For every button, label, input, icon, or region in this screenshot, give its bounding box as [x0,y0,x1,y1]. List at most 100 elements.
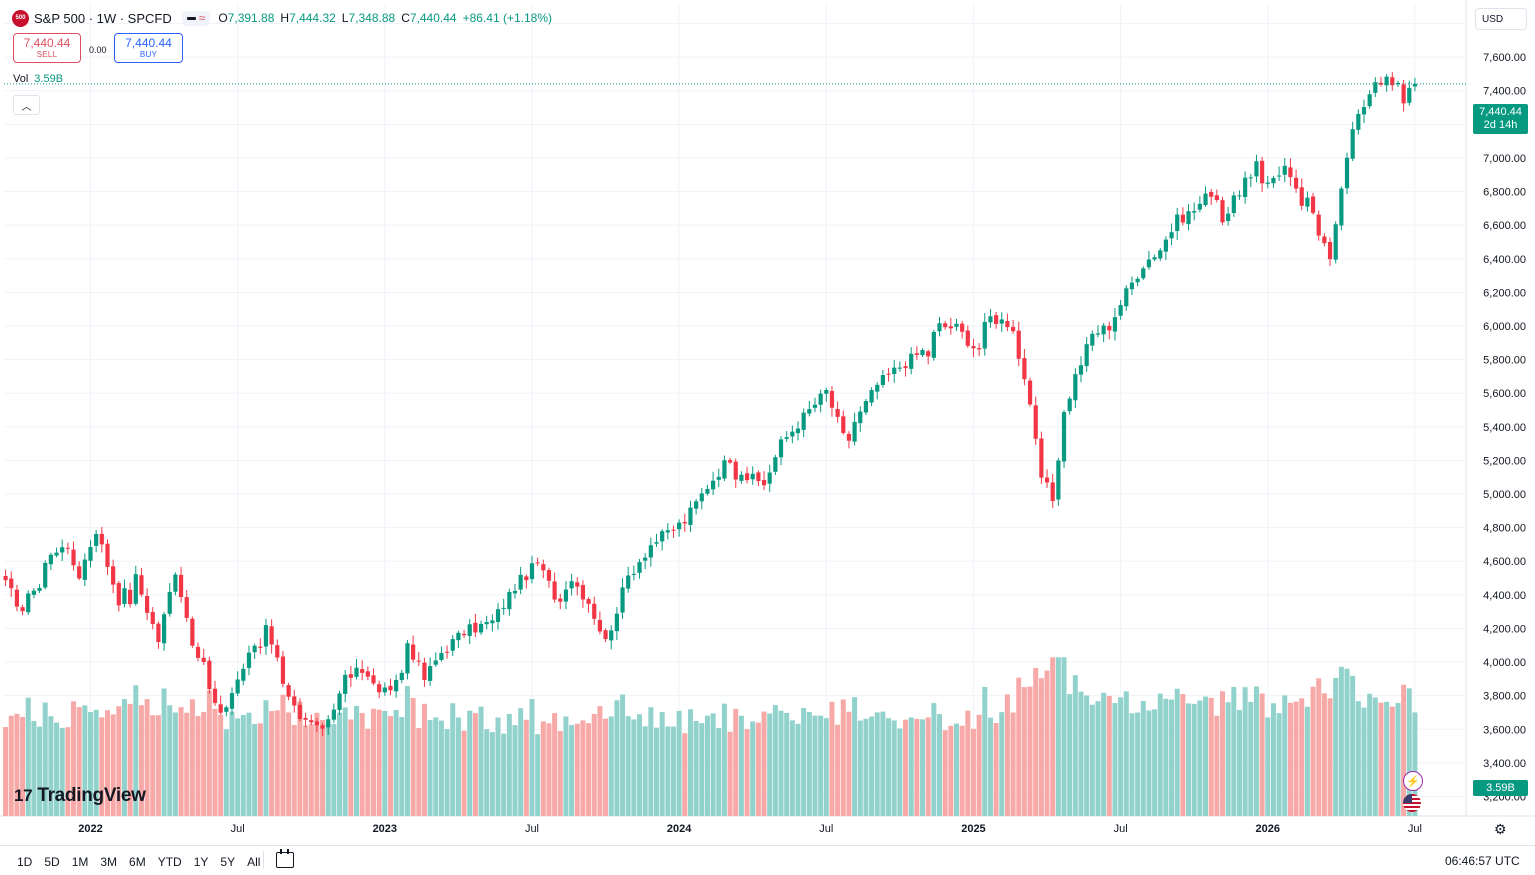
candle-body [473,622,478,633]
volume-bar [342,707,348,816]
volume-bar [223,729,229,816]
us-flag-icon[interactable] [1403,794,1421,812]
utc-clock[interactable]: 06:46:57 UTC [1445,854,1520,868]
volume-bar [1021,687,1027,816]
range-all[interactable]: All [247,855,261,869]
y-tick-label: 7,000.00 [1483,153,1526,165]
candle-body [1305,197,1310,207]
candle-body [1299,187,1304,206]
candle-body [914,353,919,355]
chart-header: 500 S&P 500 · 1W · SPCFD ≈ O7,391.88 H7,… [12,9,552,27]
candle-body [1067,398,1072,412]
volume-bar [1378,702,1384,816]
volume-bar [976,714,982,816]
candle-body [65,547,70,549]
candle-body [1344,157,1350,189]
candle-body [60,547,65,553]
range-3m[interactable]: 3M [100,855,118,869]
volume-bar [829,701,835,816]
volume-bar [1112,703,1118,816]
volume-bar [133,685,139,816]
volume-bar [116,706,122,816]
candle-body [626,575,631,589]
range-ytd[interactable]: YTD [157,855,182,869]
volume-bar [472,713,478,816]
volume-bar [755,722,761,816]
candle-body [331,709,336,720]
candle-body [507,591,512,610]
candle-body [682,521,687,524]
volume-bar [1203,696,1209,816]
buy-button[interactable]: 7,440.44 BUY [114,33,183,63]
volume-bar [484,729,490,816]
candle-body [903,366,908,369]
volume-bar [1333,677,1339,816]
sell-button[interactable]: 7,440.44 SELL [13,33,81,63]
volume-bar [852,697,858,816]
y-tick-label: 4,000.00 [1483,657,1526,669]
candle-body [1005,321,1010,328]
candle-body [150,611,155,625]
volume-bar [1163,698,1169,816]
volume-bar [625,716,631,816]
volume-bar [1248,701,1254,816]
market-status-pills[interactable]: ≈ [181,10,211,26]
volume-bar [738,715,744,816]
volume-bar [970,728,976,816]
candle-body [309,720,314,723]
volume-bar [506,713,512,816]
range-1m[interactable]: 1M [71,855,89,869]
candle-body [1231,195,1236,213]
range-5d[interactable]: 5D [44,855,60,869]
volume-bar [965,710,971,816]
price-chart[interactable]: 3,200.003,400.003,600.003,800.004,000.00… [0,0,1535,845]
volume-bar [1129,713,1135,816]
candle-body [1010,326,1016,332]
candle-body [790,431,795,437]
candle-body [812,404,818,408]
volume-bar [371,708,376,816]
candle-body [512,590,518,594]
candle-body [99,533,104,545]
candle-body [750,473,755,480]
lightning-event-icon[interactable]: ⚡ [1403,771,1423,791]
volume-bar [172,712,178,816]
volume-bar [891,720,897,816]
y-tick-label: 6,400.00 [1483,254,1526,266]
volume-bar [297,701,303,816]
candle-body [529,563,535,580]
candle-body [580,585,586,600]
candle-body [1033,405,1038,439]
collapse-legend-button[interactable]: ︿ [13,95,40,115]
currency-select[interactable]: USD [1475,8,1527,30]
volume-legend[interactable]: Vol 3.59B [13,73,63,85]
range-5y[interactable]: 5Y [220,855,236,869]
candle-body [343,674,348,694]
volume-bar [320,720,326,816]
volume-bar [269,711,275,816]
volume-bar [229,711,235,816]
candle-body [348,674,353,678]
symbol-title[interactable]: S&P 500 · 1W · SPCFD [34,10,172,26]
volume-bar [1220,691,1225,816]
candle-body [94,533,99,546]
volume-bar [286,712,292,816]
range-1y[interactable]: 1Y [193,855,209,869]
candle-body [1407,87,1412,103]
range-6m[interactable]: 6M [129,855,146,869]
candle-body [224,707,229,712]
go-to-date-calendar-icon[interactable] [276,849,294,868]
candle-body [1333,224,1338,260]
candle-body [897,367,902,369]
volume-bar [1282,695,1288,816]
volume-bar [31,720,37,816]
volume-bar [778,710,784,816]
settings-gear-icon[interactable]: ⚙ [1494,821,1507,837]
x-tick-label: Jul [1408,823,1422,835]
volume-bar [789,720,795,816]
range-1d[interactable]: 1D [17,855,33,869]
volume-bar [603,718,609,816]
candle-body [405,643,410,674]
y-tick-label: 6,200.00 [1483,287,1526,299]
volume-bar [14,713,20,816]
